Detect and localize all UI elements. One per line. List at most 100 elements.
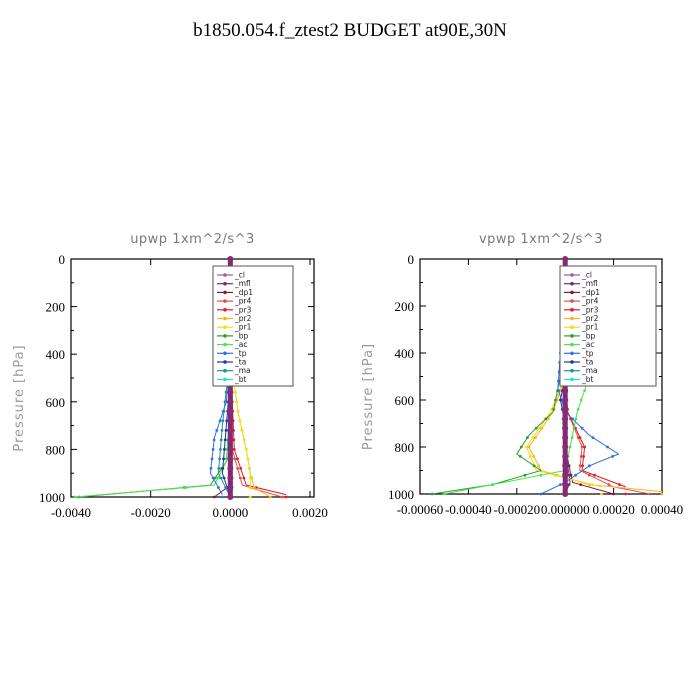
- series-point: [221, 467, 225, 470]
- legend-label: _dp1: [234, 288, 253, 297]
- series-point: [442, 492, 446, 496]
- x-tick-label: -0.00040: [445, 502, 492, 517]
- series-point: [591, 436, 595, 439]
- series-point: [218, 457, 222, 461]
- legend-label: _ta: [581, 358, 593, 367]
- series-point: [527, 445, 531, 449]
- series-point: [539, 473, 543, 477]
- legend-label: _bp: [234, 331, 249, 340]
- x-tick-label: 0.00020: [592, 502, 634, 517]
- series-point: [574, 473, 577, 477]
- series-line-ac: [74, 259, 231, 498]
- legend-marker: [223, 281, 227, 286]
- series-point: [624, 492, 628, 496]
- series-point: [238, 476, 242, 480]
- series-point: [185, 486, 188, 489]
- series-point: [73, 495, 77, 499]
- series-point: [559, 483, 562, 486]
- series-point: [580, 445, 584, 449]
- legend-label: _bp: [581, 331, 596, 340]
- series-point: [532, 455, 536, 458]
- legend-label: _ma: [581, 366, 598, 375]
- series-point: [236, 457, 239, 461]
- series-point: [268, 495, 272, 499]
- series-point: [572, 426, 576, 430]
- legend-marker: [223, 273, 227, 277]
- y-tick-label: 600: [46, 395, 66, 410]
- series-point: [538, 426, 541, 430]
- series-point: [224, 390, 228, 394]
- series-point: [606, 445, 609, 449]
- x-tick-label: -0.0040: [51, 505, 91, 520]
- zero-profile-marker: [562, 434, 569, 441]
- zero-profile-marker: [562, 406, 569, 413]
- legend-label: _tp: [234, 349, 247, 358]
- legend-label: _pr3: [234, 305, 252, 314]
- y-tick-label: 800: [46, 442, 66, 457]
- series-point: [248, 486, 252, 489]
- series-point: [223, 438, 227, 442]
- legend-label: _pr4: [234, 297, 252, 306]
- legend-box: [559, 265, 657, 387]
- series-point: [534, 426, 538, 430]
- series-point: [557, 379, 560, 383]
- page-title: b1850.054.f_ztest2 BUDGET at90E,30N: [193, 20, 507, 41]
- series-line-bp: [78, 259, 231, 498]
- series-point: [550, 408, 553, 411]
- series-point: [219, 476, 223, 480]
- series-point: [532, 464, 536, 468]
- series-point: [233, 457, 237, 461]
- series-point: [213, 495, 216, 499]
- series-point: [574, 417, 578, 421]
- zero-profile-marker: [227, 465, 234, 472]
- legend-marker: [570, 308, 574, 312]
- legend-label: _bt: [581, 375, 594, 384]
- zero-profile-marker: [227, 455, 234, 462]
- legend-marker: [570, 290, 574, 295]
- series-line-bp: [432, 259, 566, 495]
- y-tick-label: 200: [395, 299, 415, 314]
- x-tick-label: 0.00040: [641, 502, 683, 517]
- series-point: [554, 398, 557, 402]
- series-point: [583, 389, 586, 392]
- series-point: [588, 473, 591, 477]
- series-point: [234, 390, 237, 394]
- series-point: [236, 409, 240, 413]
- legend-label: _mfl: [234, 279, 251, 288]
- series-point: [539, 492, 543, 496]
- zero-profile-marker: [562, 481, 569, 488]
- legend-label: _ac: [581, 340, 594, 349]
- legend-marker: [223, 360, 227, 364]
- panel-title: upwp 1xm^2/s^3: [130, 232, 255, 247]
- series-point: [219, 448, 222, 451]
- series-point: [600, 492, 603, 496]
- series-point: [526, 436, 529, 439]
- series-point: [568, 445, 572, 449]
- series-point: [553, 473, 557, 477]
- series-point: [557, 389, 561, 392]
- series-point: [534, 436, 537, 439]
- series-point: [220, 429, 224, 432]
- legend-label: _dp1: [581, 288, 600, 297]
- legend-label: _pr2: [581, 314, 599, 323]
- zero-profile-marker: [562, 444, 569, 450]
- series-point: [242, 476, 246, 480]
- x-tick-label: 0.0020: [292, 505, 328, 520]
- series-point: [213, 476, 217, 480]
- legend-marker: [223, 316, 227, 321]
- legend-label: _pr1: [234, 323, 252, 332]
- zero-profile-marker: [562, 397, 569, 403]
- series-point: [559, 398, 562, 402]
- legend-label: _ta: [234, 358, 246, 367]
- legend-label: _pr2: [234, 314, 252, 323]
- legend-marker: [223, 290, 227, 295]
- x-tick-label: -0.0020: [131, 505, 171, 520]
- legend-marker: [223, 351, 227, 356]
- legend-label: _ac: [234, 340, 247, 349]
- y-axis-label: Pressure [hPa]: [12, 344, 27, 451]
- series-point: [210, 457, 214, 461]
- legend-marker: [570, 316, 574, 321]
- series-point: [582, 455, 585, 458]
- series-point: [225, 457, 228, 461]
